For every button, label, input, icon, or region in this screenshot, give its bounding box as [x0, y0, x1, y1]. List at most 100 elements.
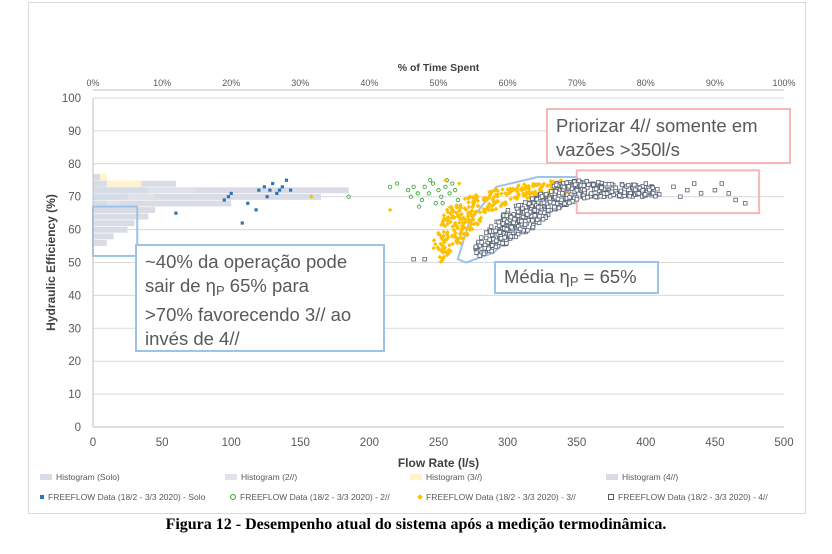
data-point-3 [433, 241, 438, 247]
histogram-bar [93, 193, 322, 200]
data-point-3 [500, 187, 505, 192]
legend-swatch [225, 474, 237, 480]
top-tick-label: 60% [499, 78, 517, 88]
histogram-bar [93, 200, 232, 207]
data-point-4 [743, 201, 748, 206]
data-point-4 [633, 187, 638, 192]
data-point-solo [222, 198, 226, 202]
callout-left-line3: >70% favorecendo 3// ao [145, 304, 352, 325]
data-point-4 [411, 257, 416, 262]
data-point-4 [560, 191, 565, 196]
data-point-solo [265, 195, 269, 199]
y-tick-label: 30 [68, 323, 81, 335]
legend-label: FREEFLOW Data (18/2 - 3/3 2020) - Solo [48, 492, 206, 502]
figure-caption: Figura 12 - Desempenho atual do sistema … [165, 516, 667, 533]
data-point-4 [582, 187, 587, 193]
data-point-2 [443, 184, 448, 189]
data-point-solo [174, 211, 178, 215]
legend-row-series: FREEFLOW Data (18/2 - 3/3 2020) - Solo F… [40, 492, 800, 506]
data-point-4 [609, 189, 615, 194]
data-point-4 [650, 185, 655, 190]
data-point-3 [462, 217, 468, 223]
data-point-4 [549, 189, 554, 194]
grid [93, 97, 784, 395]
data-point-3 [462, 196, 468, 202]
legend-item: FREEFLOW Data (18/2 - 3/3 2020) - 2// [230, 492, 390, 502]
data-point-4 [489, 248, 495, 254]
histogram-bar [93, 220, 135, 227]
legend-label: FREEFLOW Data (18/2 - 3/3 2020) - 3// [426, 492, 576, 502]
data-point-3 [441, 229, 447, 235]
data-point-4 [522, 222, 528, 227]
data-point-4 [598, 194, 603, 199]
top-tick-label: 20% [222, 78, 240, 88]
data-point-3 [441, 233, 446, 239]
eta-subscript: P [215, 283, 225, 298]
data-point-2 [430, 181, 436, 186]
data-point-4 [543, 192, 549, 197]
histogram-bar [93, 174, 100, 181]
data-point-4 [574, 188, 580, 193]
data-point-4 [509, 225, 514, 230]
data-point-3 [469, 221, 474, 227]
data-point-4 [632, 182, 637, 188]
data-point-2 [419, 197, 425, 203]
data-point-2 [411, 184, 416, 189]
data-point-solo [240, 221, 244, 225]
callout-mid-suffix: = 65% [578, 266, 637, 287]
y-tick-label: 60 [68, 225, 81, 237]
top-tick-label: 0% [86, 78, 99, 88]
data-point-3 [444, 232, 450, 237]
data-point-4 [678, 194, 683, 199]
data-point-4 [655, 186, 660, 192]
callout-right-line2: vazões >350l/s [556, 139, 680, 160]
data-point-solo [246, 201, 250, 205]
data-point-3 [456, 181, 462, 186]
data-point-4 [640, 188, 645, 193]
data-point-4 [496, 219, 501, 225]
callout-operation-note: ~40% da operação pode sair de ηP 65% par… [135, 244, 385, 352]
data-point-4 [650, 190, 656, 196]
data-point-3 [465, 231, 470, 236]
data-point-4 [599, 185, 604, 190]
legend-label: Histogram (4//) [622, 472, 679, 482]
data-point-solo [284, 178, 289, 182]
data-point-4 [647, 187, 652, 193]
data-point-3 [470, 217, 475, 223]
callout-left-line2b: 65% para [224, 275, 309, 296]
data-point-4 [636, 191, 641, 196]
data-point-2 [346, 194, 351, 199]
data-point-4 [511, 212, 516, 217]
data-point-4 [564, 180, 569, 186]
data-point-3 [466, 200, 471, 205]
data-point-4 [502, 235, 507, 240]
data-point-4 [473, 244, 479, 250]
legend-swatch [410, 474, 422, 480]
data-point-4 [567, 195, 572, 200]
data-point-4 [487, 237, 492, 242]
data-point-4 [518, 226, 523, 232]
data-point-4 [619, 182, 625, 188]
legend-swatch [606, 474, 618, 480]
data-point-4 [627, 193, 632, 199]
data-point-4 [482, 246, 488, 251]
data-point-4 [553, 182, 559, 188]
legend-marker [230, 494, 236, 500]
legend-item: FREEFLOW Data (18/2 - 3/3 2020) - 3// [417, 492, 576, 502]
x-tick-label: 300 [498, 437, 517, 449]
callout-left-line4: invés de 4// [145, 328, 240, 349]
data-point-2 [436, 188, 441, 193]
data-point-solo [254, 208, 258, 212]
data-point-4 [618, 188, 624, 194]
histogram-bar [93, 193, 128, 200]
data-point-3 [484, 197, 489, 203]
histogram-bar [93, 187, 349, 194]
data-point-3 [485, 204, 491, 209]
top-tick-label: 70% [568, 78, 586, 88]
data-point-2 [415, 191, 420, 196]
data-point-solo [268, 188, 272, 192]
data-point-4 [671, 184, 676, 190]
histogram-bar [93, 233, 114, 240]
data-point-4 [613, 185, 618, 190]
